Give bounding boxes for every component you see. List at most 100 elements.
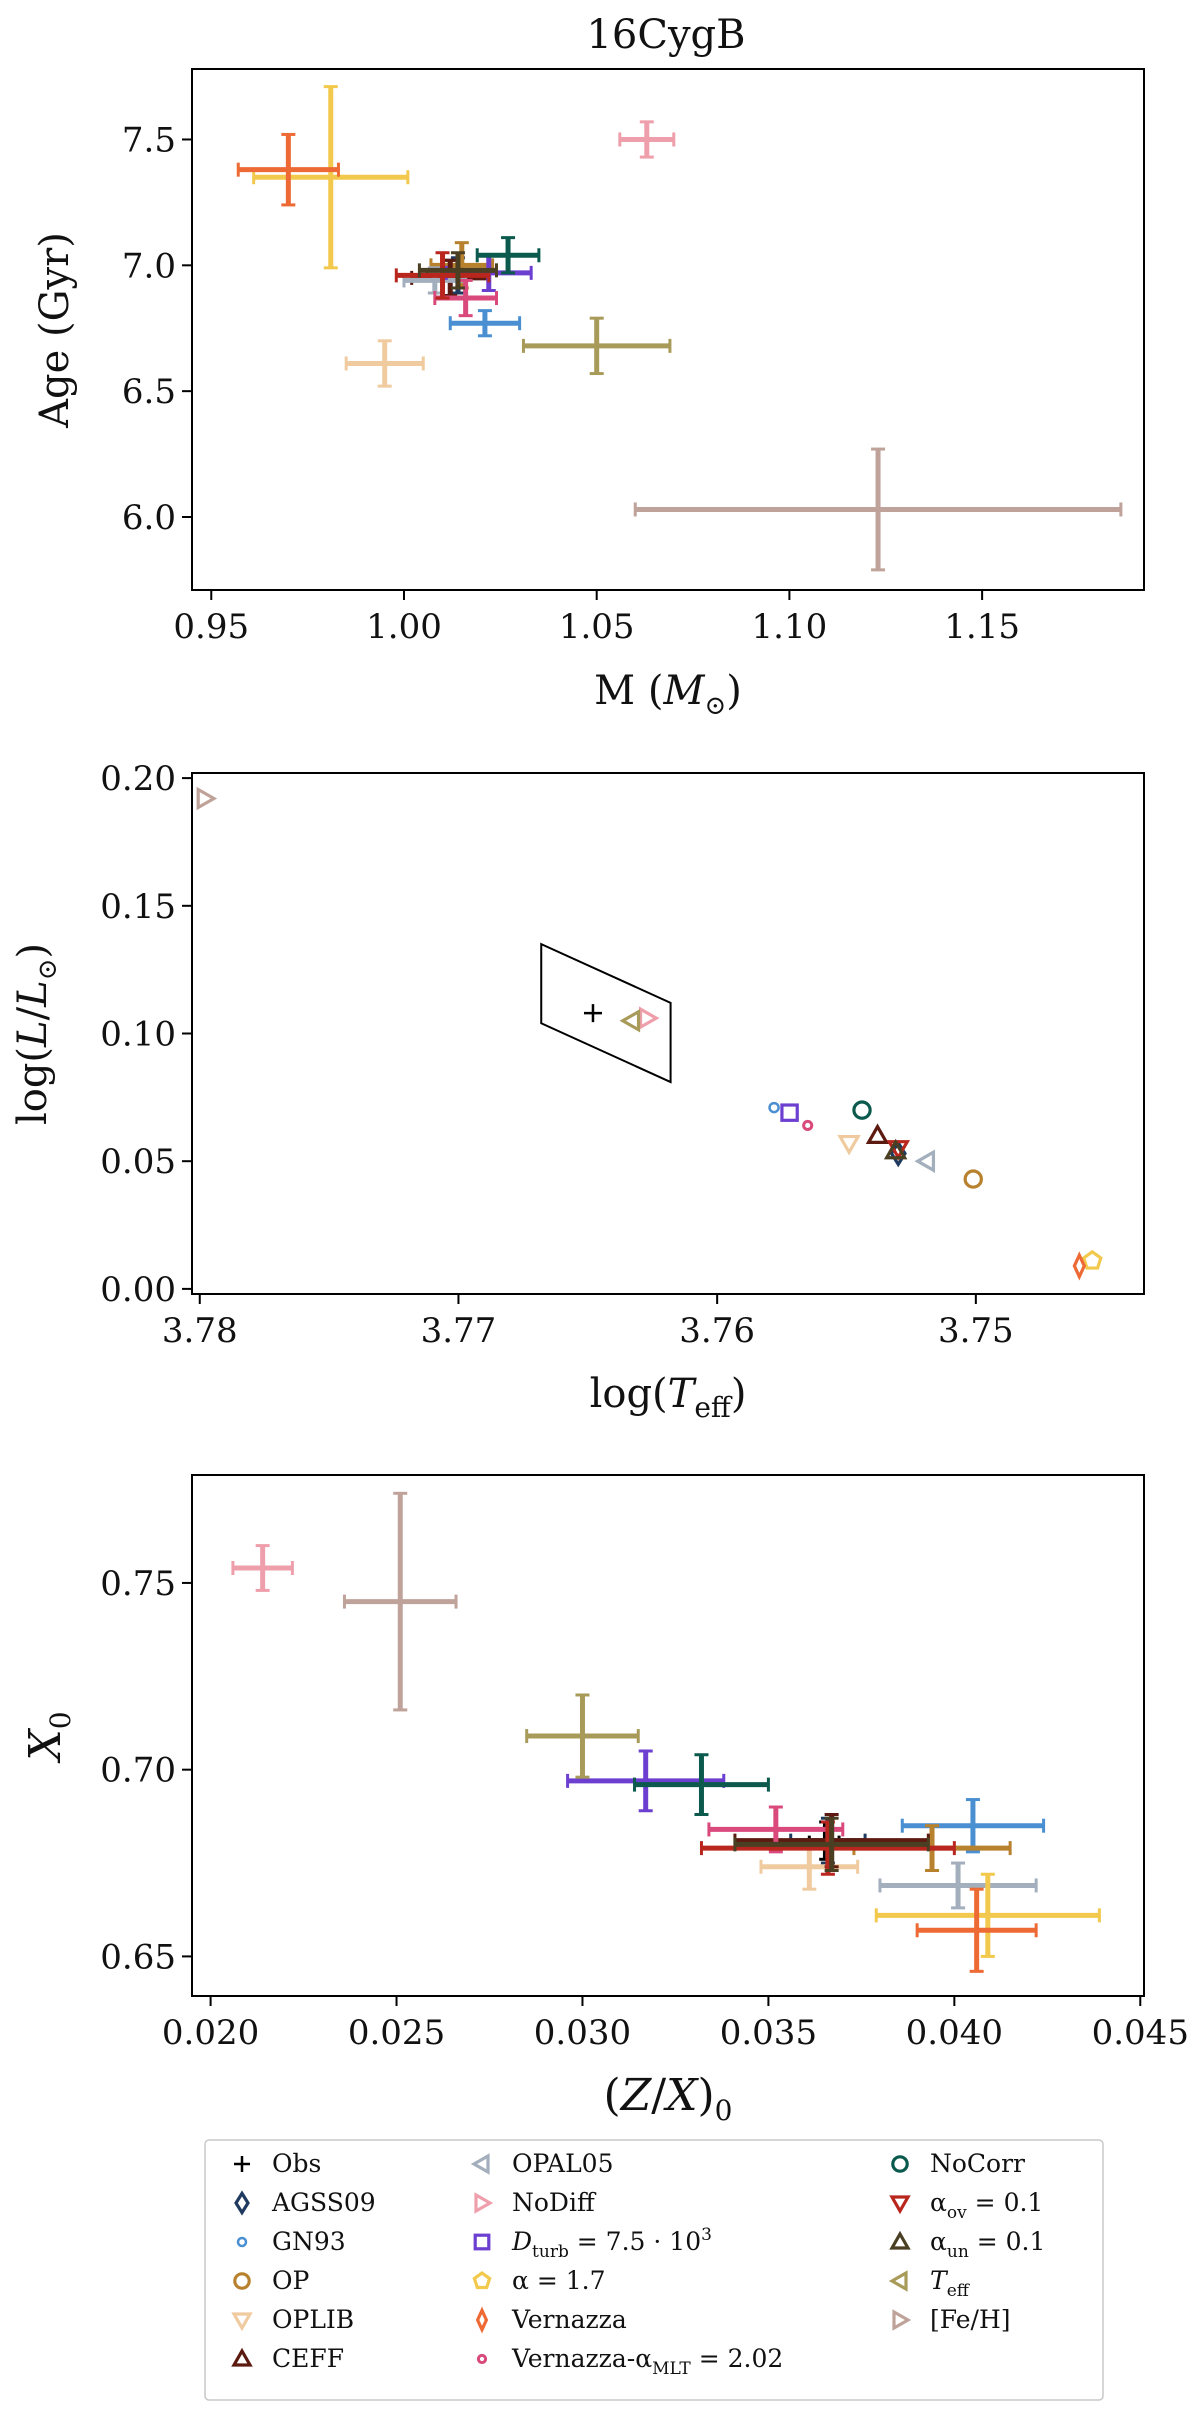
legend-marker-agss09 bbox=[234, 2190, 250, 2216]
x-tick-label: 0.040 bbox=[906, 2013, 1003, 2053]
error-bar-oplib bbox=[344, 339, 425, 388]
y-tick-label: 0.10 bbox=[100, 1015, 176, 1055]
legend-marker-vernazzamlt bbox=[476, 2353, 488, 2365]
y-tick-label: 0.00 bbox=[100, 1270, 176, 1310]
legend-marker-gn93 bbox=[236, 2236, 248, 2248]
error-bar-teff bbox=[525, 1693, 640, 1779]
legend-label: OPAL05 bbox=[512, 2149, 614, 2178]
x0-zx-plot-frame bbox=[191, 1474, 1145, 1997]
marker-feh bbox=[196, 786, 218, 811]
error-bar-nodiff bbox=[231, 1544, 294, 1592]
hr-diagram-points bbox=[196, 786, 1103, 1281]
hr-diagram-x-axis-label: log(Teff) bbox=[590, 1371, 747, 1424]
legend-marker-dturb bbox=[473, 2233, 491, 2251]
legend-entry-nodiff: NoDiff bbox=[474, 2188, 597, 2217]
x-tick-label: 0.045 bbox=[1092, 2013, 1189, 2053]
legend-label: Vernazza-αMLT = 2.02 bbox=[511, 2344, 783, 2379]
age-mass-x-axis-label: M (M⊙) bbox=[594, 668, 742, 721]
marker-dturb bbox=[780, 1103, 799, 1122]
y-tick-label: 7.5 bbox=[122, 120, 176, 160]
x0-zx-y-axis-label: X0 bbox=[20, 1711, 77, 1763]
age-mass-plot-frame bbox=[191, 68, 1145, 591]
marker-obs bbox=[583, 1004, 602, 1023]
legend-label: OP bbox=[272, 2266, 309, 2295]
legend-label: Dturb = 7.5 · 103 bbox=[511, 2225, 712, 2262]
error-bar-nocorr bbox=[633, 1753, 770, 1816]
legend-marker-teff bbox=[888, 2270, 908, 2292]
x-tick-label: 0.030 bbox=[534, 2013, 631, 2053]
marker-alphaun bbox=[883, 1138, 908, 1160]
y-tick-label: 7.0 bbox=[122, 246, 176, 286]
legend-label: NoCorr bbox=[930, 2149, 1025, 2178]
hr-diagram-ticks: 3.78 3.77 3.76 3.75 0.00 0.05 0.10 0.15 0.20 bbox=[100, 759, 1013, 1351]
x-tick-label: 3.78 bbox=[162, 1311, 238, 1351]
error-bar-alphaov bbox=[699, 1820, 956, 1876]
legend-entry-gn93: GN93 bbox=[236, 2227, 346, 2256]
legend-entry-obs: Obs bbox=[234, 2149, 321, 2178]
legend-entry-dturb: Dturb = 7.5 · 103 bbox=[473, 2225, 712, 2262]
legend-entry-ceff: CEFF bbox=[231, 2344, 344, 2373]
legend-marker-nodiff bbox=[474, 2192, 494, 2214]
x-tick-label: 3.76 bbox=[679, 1311, 755, 1351]
x-tick-label: 0.020 bbox=[162, 2013, 259, 2053]
error-bar-vernazza bbox=[915, 1887, 1038, 1973]
y-tick-label: 0.75 bbox=[100, 1564, 176, 1604]
marker-vernazza bbox=[1072, 1251, 1087, 1281]
legend-marker-alphaun bbox=[889, 2230, 911, 2250]
legend-marker-oplib bbox=[231, 2312, 253, 2332]
legend-entry-op: OP bbox=[233, 2266, 309, 2295]
legend-label: [Fe/H] bbox=[930, 2305, 1011, 2334]
x-tick-label: 0.95 bbox=[173, 607, 249, 647]
marker-alphaov bbox=[886, 1140, 910, 1161]
error-bar-opal05 bbox=[878, 1861, 1038, 1910]
x-tick-label: 3.75 bbox=[938, 1311, 1014, 1351]
legend-entry-alphaun: αun = 0.1 bbox=[889, 2227, 1045, 2262]
legend-marker-obs bbox=[234, 2156, 250, 2172]
marker-opal05 bbox=[914, 1149, 936, 1173]
legend-frame bbox=[204, 2139, 1104, 2401]
legend-label: αun = 0.1 bbox=[930, 2227, 1045, 2262]
marker-vernazzamlt bbox=[802, 1119, 814, 1131]
legend-entry-oplib: OPLIB bbox=[231, 2305, 354, 2334]
x0-zx-panel: 0.020 0.025 0.030 0.035 0.040 0.045 0.65 0.70 0.… bbox=[20, 1474, 1189, 2127]
legend-entry-teff: Teff bbox=[888, 2266, 971, 2301]
legend-label: AGSS09 bbox=[271, 2188, 376, 2217]
legend-label: Teff bbox=[930, 2266, 971, 2301]
x0-zx-ticks: 0.020 0.025 0.030 0.035 0.040 0.045 0.65 0.70 0.… bbox=[100, 1564, 1189, 2053]
x0-zx-error-bars bbox=[231, 1491, 1101, 1973]
legend-marker-alphaov bbox=[889, 2195, 911, 2215]
y-tick-label: 0.65 bbox=[100, 1937, 176, 1977]
legend-entry-alpha17: α = 1.7 bbox=[472, 2266, 605, 2295]
error-bar-feh bbox=[633, 447, 1123, 572]
error-bar-nodiff bbox=[618, 120, 676, 159]
age-mass-panel: 0.95 1.00 1.05 1.10 1.156.06.57.07.5 M (M⊙) … bbox=[32, 68, 1145, 721]
marker-nodiff bbox=[638, 1006, 660, 1030]
error-bar-alphaun bbox=[733, 1816, 930, 1873]
legend-label: GN93 bbox=[272, 2227, 346, 2256]
legend-marker-vernazza bbox=[475, 2306, 489, 2334]
age-mass-ticks: 0.95 1.00 1.05 1.10 1.15 6.0 6.5 7.0 7.5 bbox=[122, 120, 1020, 647]
legend-entry-agss09: AGSS09 bbox=[234, 2188, 376, 2217]
y-tick-label: 6.0 bbox=[122, 498, 176, 538]
legend-marker-nocorr bbox=[891, 2155, 909, 2173]
legend-label: α = 1.7 bbox=[512, 2266, 605, 2295]
legend-entry-vernazza: Vernazza bbox=[475, 2305, 627, 2334]
marker-ceff bbox=[865, 1123, 890, 1145]
age-mass-y-axis-label: Age (Gyr) bbox=[32, 232, 78, 429]
y-tick-label: 0.20 bbox=[100, 759, 176, 799]
legend-marker-op bbox=[233, 2272, 251, 2290]
legend-label: OPLIB bbox=[272, 2305, 354, 2334]
marker-nocorr bbox=[852, 1100, 872, 1120]
x0-zx-x-axis-label: (Z/X)0 bbox=[604, 2070, 733, 2127]
x-tick-label: 0.025 bbox=[348, 2013, 445, 2053]
y-tick-label: 0.15 bbox=[100, 887, 176, 927]
hr-diagram-panel: 3.78 3.77 3.76 3.75 0.00 0.05 0.10 0.15 0.20 log… bbox=[10, 759, 1145, 1424]
error-bar-vernazza bbox=[236, 132, 340, 207]
error-bar-alphaun bbox=[417, 251, 498, 290]
hr-diagram-y-axis-label: log(L/L⊙) bbox=[10, 943, 63, 1125]
x-tick-label: 1.10 bbox=[752, 607, 828, 647]
marker-oplib bbox=[837, 1134, 861, 1156]
legend-label: Vernazza bbox=[511, 2305, 627, 2334]
error-bar-alpha17 bbox=[252, 85, 410, 270]
